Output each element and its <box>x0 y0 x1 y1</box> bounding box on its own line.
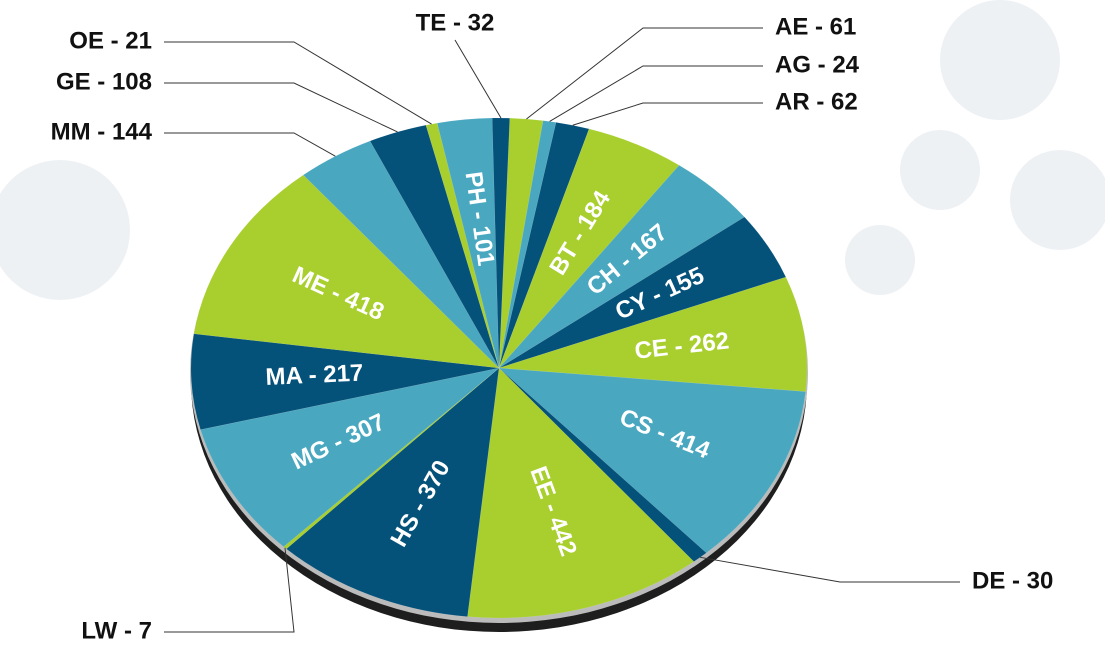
leader-line <box>164 547 295 633</box>
leader-line <box>572 102 763 126</box>
pie-slice <box>285 367 500 617</box>
slice-label: MA - 217 <box>265 360 364 391</box>
leader-line <box>164 41 432 125</box>
pie-slice <box>498 216 787 369</box>
pie-slice <box>193 174 500 369</box>
pie-slice <box>498 164 745 369</box>
slice-label: AG - 24 <box>775 51 860 78</box>
bg-shape <box>900 130 980 210</box>
leader-line <box>454 39 502 119</box>
pie-slice <box>498 128 680 369</box>
slice-label: TE - 32 <box>416 9 495 36</box>
pie-slice <box>200 367 500 548</box>
pie-slice <box>436 117 500 369</box>
bg-shape <box>1010 150 1105 250</box>
slice-label: AR - 62 <box>775 88 858 115</box>
leader-line <box>700 556 960 583</box>
pie-slice <box>498 367 806 554</box>
pie-slice <box>425 122 500 369</box>
leader-line <box>526 27 763 120</box>
leader-line <box>164 132 336 157</box>
slice-label: GE - 108 <box>56 68 152 95</box>
pie-slice <box>498 367 707 562</box>
slice-label: AE - 61 <box>775 13 856 40</box>
pie-slice <box>498 122 590 369</box>
leader-line <box>549 65 763 122</box>
pie-slice <box>190 333 500 430</box>
pie-slice <box>498 276 808 392</box>
bg-shape <box>845 225 915 295</box>
leader-line <box>164 82 398 133</box>
bg-shape <box>940 0 1060 120</box>
pie-slice <box>369 124 500 369</box>
slice-label: MM - 144 <box>51 118 153 145</box>
pie-slice <box>467 367 695 619</box>
slice-label: DE - 30 <box>972 567 1053 594</box>
bg-shape <box>0 160 130 300</box>
slice-label: LW - 7 <box>81 617 152 644</box>
background <box>0 0 1105 300</box>
slice-label: OE - 21 <box>69 27 152 54</box>
